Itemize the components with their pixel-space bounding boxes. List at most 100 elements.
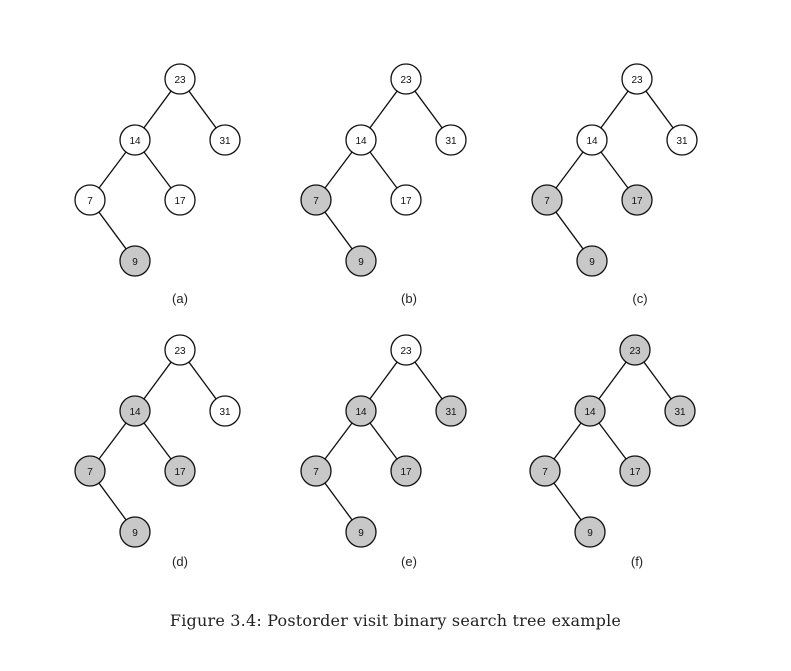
node-circle — [390, 334, 422, 366]
tree-edge — [553, 422, 582, 460]
panel-label: (f) — [631, 554, 643, 569]
panel-label: (b) — [401, 291, 417, 306]
node-key: 17 — [174, 196, 186, 207]
node-key: 17 — [400, 196, 412, 207]
node-key: 17 — [400, 467, 412, 478]
node-circle — [74, 455, 106, 487]
node-circle — [74, 184, 106, 216]
tree-edge — [414, 90, 443, 129]
tree-edge — [598, 422, 627, 460]
tree-edge — [324, 151, 353, 189]
node-circle — [576, 124, 608, 156]
tree-panel-4: 23 14 31 7 17 9 (d) — [74, 334, 241, 569]
node-key: 7 — [542, 467, 548, 478]
node-key: 23 — [174, 346, 186, 357]
node-key: 31 — [219, 136, 231, 147]
tree-node-31: 31 — [435, 395, 467, 427]
node-circle — [621, 184, 653, 216]
tree-node-14: 14 — [119, 124, 151, 156]
tree-node-23: 23 — [619, 334, 651, 366]
tree-edge — [143, 361, 172, 400]
node-key: 31 — [445, 407, 457, 418]
tree-edge — [188, 361, 217, 400]
tree-panel-1: 23 14 31 7 17 9 (a) — [74, 63, 241, 306]
node-key: 17 — [631, 196, 643, 207]
tree-node-7: 7 — [300, 184, 332, 216]
tree-edge — [98, 482, 127, 521]
node-circle — [164, 334, 196, 366]
tree-edge — [414, 361, 443, 400]
tree-edge — [555, 211, 584, 250]
tree-edge — [143, 422, 172, 460]
tree-node-7: 7 — [300, 455, 332, 487]
node-key: 7 — [87, 467, 93, 478]
panel-label: (d) — [172, 554, 188, 569]
tree-edge — [643, 361, 672, 400]
tree-edge — [555, 151, 584, 189]
tree-node-23: 23 — [164, 334, 196, 366]
tree-node-9: 9 — [119, 516, 151, 548]
tree-node-31: 31 — [666, 124, 698, 156]
node-circle — [435, 124, 467, 156]
node-key: 14 — [584, 407, 596, 418]
node-key: 14 — [355, 136, 367, 147]
node-circle — [300, 455, 332, 487]
node-circle — [345, 516, 377, 548]
tree-edge — [98, 422, 127, 460]
tree-node-17: 17 — [390, 184, 422, 216]
node-key: 23 — [629, 346, 641, 357]
tree-node-17: 17 — [164, 184, 196, 216]
tree-panel-2: 23 14 31 7 17 9 (b) — [300, 63, 467, 306]
tree-node-9: 9 — [119, 245, 151, 277]
node-circle — [119, 516, 151, 548]
tree-node-17: 17 — [619, 455, 651, 487]
node-key: 7 — [313, 467, 319, 478]
node-circle — [390, 63, 422, 95]
node-key: 9 — [358, 528, 364, 539]
tree-edge — [143, 151, 172, 189]
node-circle — [345, 395, 377, 427]
tree-edge — [98, 211, 127, 250]
node-key: 9 — [132, 257, 138, 268]
node-key: 31 — [676, 136, 688, 147]
node-key: 7 — [87, 196, 93, 207]
tree-node-7: 7 — [74, 455, 106, 487]
tree-node-14: 14 — [345, 395, 377, 427]
tree-edge — [600, 90, 629, 129]
node-circle — [390, 455, 422, 487]
tree-node-23: 23 — [390, 63, 422, 95]
node-key: 31 — [219, 407, 231, 418]
panel-label: (e) — [401, 554, 417, 569]
node-circle — [531, 184, 563, 216]
tree-edge — [600, 151, 629, 189]
node-circle — [164, 455, 196, 487]
tree-node-17: 17 — [164, 455, 196, 487]
node-circle — [119, 124, 151, 156]
tree-node-31: 31 — [435, 124, 467, 156]
node-key: 14 — [129, 136, 141, 147]
tree-node-7: 7 — [531, 184, 563, 216]
tree-edge — [369, 151, 398, 189]
tree-edge — [645, 90, 674, 129]
figure-caption: Figure 3.4: Postorder visit binary searc… — [169, 611, 622, 630]
node-circle — [435, 395, 467, 427]
node-key: 31 — [445, 136, 457, 147]
node-key: 23 — [400, 346, 412, 357]
panel-label: (c) — [632, 291, 647, 306]
tree-node-23: 23 — [164, 63, 196, 95]
node-key: 9 — [587, 528, 593, 539]
tree-node-14: 14 — [119, 395, 151, 427]
tree-node-17: 17 — [390, 455, 422, 487]
node-circle — [209, 395, 241, 427]
tree-node-23: 23 — [621, 63, 653, 95]
tree-node-14: 14 — [574, 395, 606, 427]
node-key: 23 — [631, 75, 643, 86]
node-key: 31 — [674, 407, 686, 418]
node-circle — [619, 334, 651, 366]
tree-node-9: 9 — [574, 516, 606, 548]
tree-edge — [324, 482, 353, 521]
node-circle — [119, 395, 151, 427]
tree-edge — [324, 422, 353, 460]
tree-node-7: 7 — [529, 455, 561, 487]
